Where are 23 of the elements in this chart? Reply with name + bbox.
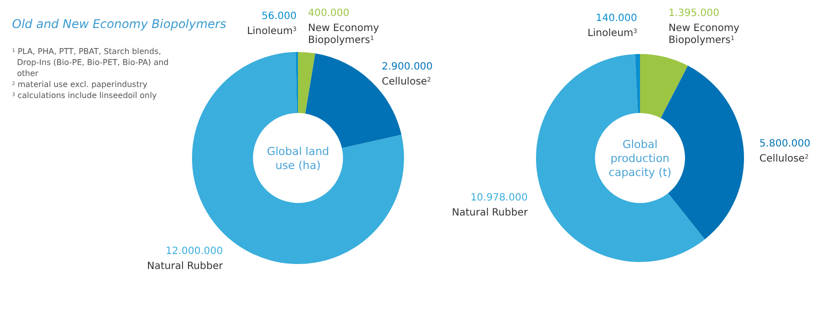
donut-slice [536, 54, 705, 262]
data-label: 2.900.000 [382, 61, 433, 72]
data-label: 56.000 [262, 11, 297, 22]
slice-label: Natural Rubber [452, 207, 529, 218]
slice-label: New Economy Biopolymers$^{1}$ [308, 23, 380, 46]
slice-label: Natural Rubber [146, 261, 224, 272]
donut-slice [635, 54, 640, 114]
data-label: 12.000.000 [166, 246, 223, 258]
data-label: 140.000 [596, 13, 638, 24]
slice-label: Cellulose$^{2}$ [382, 76, 432, 88]
text: Global production capacity (t) [608, 138, 672, 179]
slice-label: Linoleum$^{3}$ [246, 26, 297, 38]
slice-label: New Economy Biopolymers$^{1}$ [668, 23, 740, 46]
data-label: 5.800.000 [759, 138, 810, 150]
data-label: 10.978.000 [470, 192, 528, 204]
donut-slice [298, 52, 316, 114]
data-label: 1.395.000 [668, 8, 720, 19]
text: Global land use (ha) [266, 145, 330, 172]
slice-label: Linoleum$^{3}$ [587, 28, 638, 40]
text: Old and New Economy Biopolymers [12, 17, 226, 31]
slice-label: Cellulose$^{2}$ [759, 152, 809, 164]
donut-slice [640, 54, 688, 118]
data-label: 400.000 [308, 8, 350, 19]
